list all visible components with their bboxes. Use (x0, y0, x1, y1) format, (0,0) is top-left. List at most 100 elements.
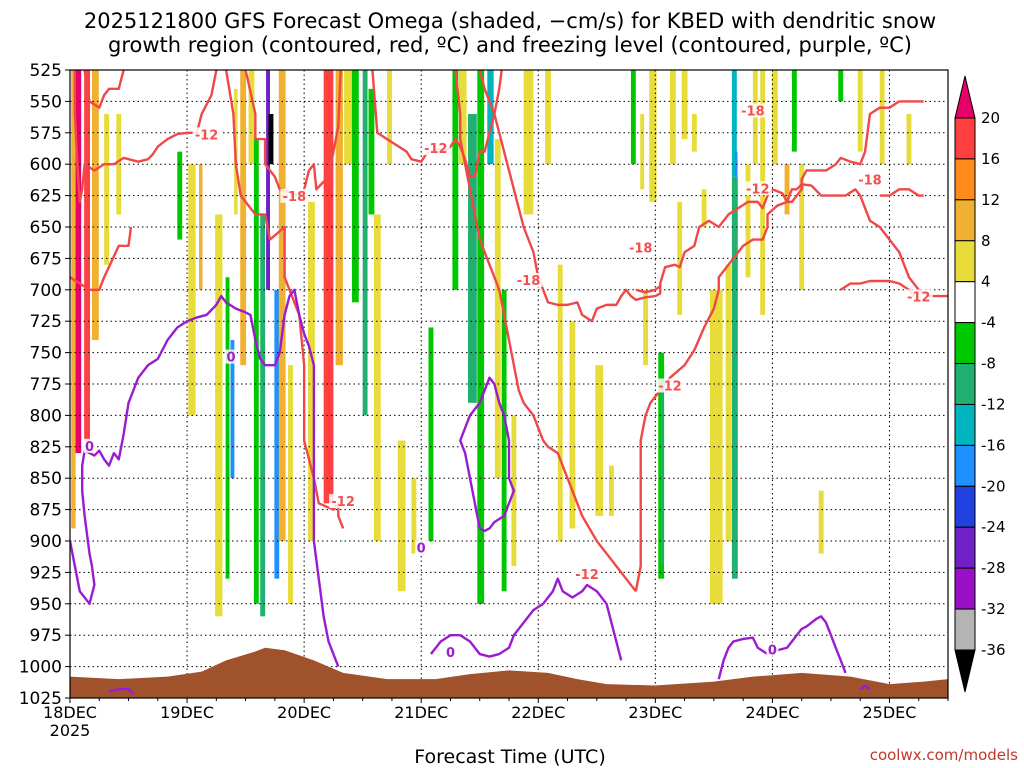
omega-shade-column (487, 70, 494, 165)
contour-label: -12 (424, 142, 448, 157)
dgz-contour-line (83, 70, 125, 109)
omega-shade-column (268, 113, 274, 165)
colorbar-segment (954, 485, 976, 528)
contour-label-bg (329, 494, 358, 509)
grid-lines (70, 70, 948, 698)
y-tick-label: 675 (30, 249, 62, 269)
omega-shade-column (362, 70, 368, 416)
omega-shade-column (344, 70, 352, 165)
colorbar-label: -16 (981, 436, 1006, 454)
contour-label: -18 (283, 190, 307, 205)
omega-shade-column (838, 70, 844, 102)
contour-label-bg (421, 141, 450, 156)
omega-shade-column (557, 264, 563, 541)
colorbar-segment (954, 567, 976, 610)
y-tick-label: 825 (30, 438, 62, 458)
omega-shade-column (335, 70, 343, 366)
omega-shade-column (177, 151, 183, 240)
y-tick-label: 850 (30, 469, 62, 489)
x-tick-label: 23DEC (628, 703, 682, 722)
y-tick-label: 600 (30, 155, 62, 175)
contour-label: 0 (85, 440, 94, 455)
omega-shade-column (468, 113, 477, 403)
dgz-contour-line (454, 70, 637, 592)
omega-shade-column (608, 465, 614, 516)
colorbar-segment (954, 444, 976, 487)
contour-label-bg (855, 172, 884, 187)
colorbar-label: -24 (981, 518, 1006, 536)
omega-shade-column (458, 70, 467, 165)
contour-label-bg (444, 644, 457, 659)
colorbar-label: 20 (981, 109, 1000, 127)
y-tick-label: 625 (30, 187, 62, 207)
colorbar-label: -8 (981, 355, 996, 373)
y-axis: 525 550 575 600 625 650 675 700 725 750 775 800 825 8… (19, 61, 70, 709)
omega-shade-column (649, 70, 657, 202)
omega-shade-column (71, 70, 76, 529)
omega-shade-column (494, 139, 501, 479)
contour-label-bg (192, 127, 221, 142)
contour-label-bg (514, 273, 543, 288)
colorbar-segment (954, 363, 976, 405)
omega-shade-column (857, 70, 863, 152)
omega-shade-column (660, 390, 664, 567)
y-tick-label: 700 (30, 281, 62, 301)
dgz-contour-line (371, 70, 503, 178)
omega-shade-column (230, 340, 235, 479)
omega-shade-column (411, 478, 417, 554)
omega-shade-column (91, 70, 99, 341)
colorbar-label: -36 (981, 641, 1006, 659)
omega-shade-column (595, 365, 604, 516)
omega-shade-column (288, 365, 293, 604)
y-tick-label: 950 (30, 595, 62, 615)
x-tick-label: 22DEC (511, 703, 565, 722)
x-tick-label: 21DEC (394, 703, 448, 722)
omega-shade-column (879, 70, 885, 165)
omega-shade-column (104, 113, 110, 265)
freezing-level-contours (70, 288, 871, 696)
omega-shade-column (731, 176, 738, 579)
omega-shade-column (799, 164, 805, 290)
x-tick-label: 19DEC (160, 703, 214, 722)
omega-shade-column (368, 88, 375, 215)
freezing-level-contour-line (459, 376, 516, 533)
contour-label-bg (573, 566, 602, 581)
contour-label-bg (655, 378, 684, 393)
omega-shade-column (791, 70, 797, 152)
y-tick-label: 775 (30, 375, 62, 395)
contour-label: 0 (226, 351, 235, 366)
colorbar-label: -28 (981, 559, 1006, 577)
omega-shade-column (308, 201, 315, 541)
omega-shade-column (116, 113, 122, 215)
omega-shade-column (452, 70, 459, 290)
colorbar-label: 8 (981, 232, 991, 250)
contour-label: -12 (907, 290, 931, 305)
contour-label-bg (83, 438, 96, 453)
freezing-level-contour-line (430, 577, 623, 661)
colorbar-label: 12 (981, 191, 1000, 209)
contour-label-bg (904, 289, 933, 304)
contour-label: 0 (417, 542, 426, 557)
freezing-level-contour-line (859, 684, 871, 691)
y-tick-label: 900 (30, 532, 62, 552)
omega-shade-column (428, 327, 434, 541)
colorbar-segment (954, 117, 976, 160)
freezing-level-contour-line (70, 288, 340, 668)
contour-label: -18 (858, 174, 882, 189)
omega-shade-column (745, 164, 751, 278)
x-tick-label: 18DEC (43, 703, 97, 722)
colorbar-segment (954, 281, 976, 324)
omega-shade-column (701, 189, 707, 227)
plot-area: -12 -18 -12 -18 -18 -12 -18 -12 -18 -12 -12 -12 0 0 0 0… (69, 69, 949, 699)
y-tick-label: 750 (30, 344, 62, 364)
omega-shade-column (818, 490, 824, 554)
omega-shade-column (253, 139, 259, 604)
omega-shade-column (240, 70, 247, 366)
y-tick-label: 975 (30, 626, 62, 646)
omega-shade-column (906, 113, 912, 165)
omega-shade-column (630, 70, 636, 165)
contour-label-bg (738, 103, 767, 118)
omega-shade-column (323, 70, 334, 504)
colorbar-label: -20 (981, 477, 1006, 495)
